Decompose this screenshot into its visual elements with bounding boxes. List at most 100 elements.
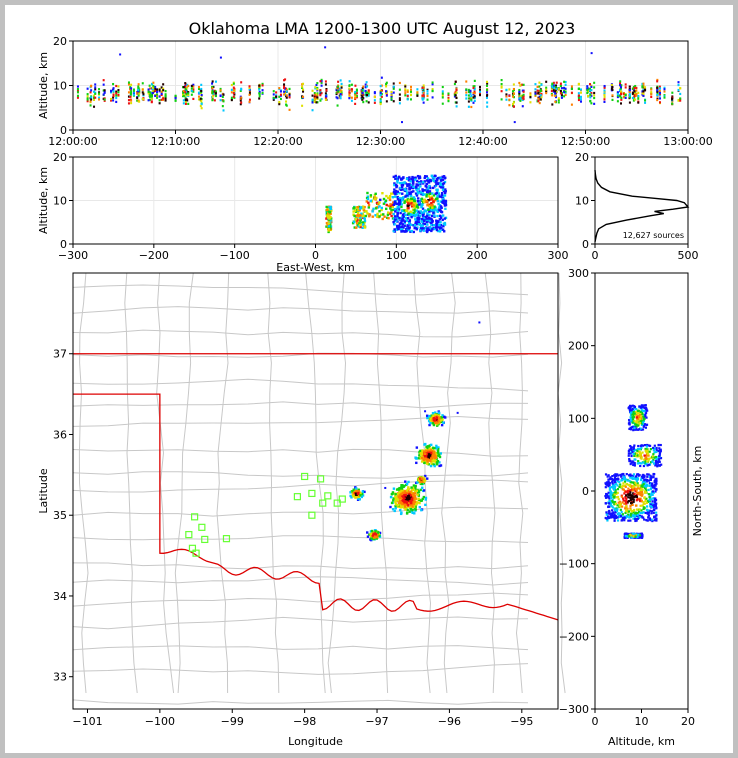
source-mark <box>211 87 214 90</box>
source-mark <box>538 95 541 98</box>
county-line <box>72 306 529 314</box>
source-mark <box>616 491 619 494</box>
source-mark <box>390 493 394 496</box>
source-mark <box>417 197 420 200</box>
source-mark <box>639 414 642 417</box>
source-mark <box>638 447 641 450</box>
source-mark <box>316 88 319 91</box>
source-mark <box>612 491 615 495</box>
source-mark <box>327 228 331 231</box>
source-mark <box>192 83 195 86</box>
source-mark <box>160 86 163 89</box>
source-mark <box>639 421 642 424</box>
source-mark <box>625 510 628 513</box>
source-mark <box>187 91 190 94</box>
source-mark <box>240 88 243 91</box>
source-mark <box>438 223 441 227</box>
source-mark <box>622 475 625 478</box>
source-mark <box>590 94 593 98</box>
source-mark <box>408 183 411 186</box>
source-mark <box>534 83 537 86</box>
source-mark <box>373 193 377 197</box>
source-mark <box>633 496 636 499</box>
source-mark <box>350 99 353 102</box>
source-mark <box>534 91 537 94</box>
source-mark <box>380 89 383 92</box>
source-mark <box>284 78 287 81</box>
source-mark <box>437 414 441 417</box>
y-tick-label: −100 <box>559 558 589 571</box>
source-mark <box>629 452 632 455</box>
county-line <box>72 471 529 479</box>
source-mark <box>472 85 475 88</box>
source-mark <box>422 86 425 89</box>
source-mark <box>447 96 450 99</box>
source-mark <box>534 92 537 95</box>
source-mark <box>560 94 563 97</box>
source-mark <box>112 82 115 86</box>
source-mark <box>434 411 437 414</box>
source-mark <box>652 484 656 487</box>
source-mark <box>151 90 154 93</box>
source-mark <box>636 484 639 487</box>
source-mark <box>422 101 425 104</box>
county-line <box>72 506 529 517</box>
source-mark <box>638 514 642 517</box>
source-mark <box>400 511 403 514</box>
source-mark <box>640 494 644 497</box>
source-mark <box>643 454 646 457</box>
source-mark <box>626 479 629 482</box>
source-mark <box>426 416 429 420</box>
source-mark <box>422 222 425 225</box>
source-mark <box>426 227 429 231</box>
source-mark <box>635 413 638 416</box>
source-mark <box>320 84 323 87</box>
source-mark <box>619 87 622 90</box>
source-mark <box>636 513 640 517</box>
source-mark <box>447 93 450 96</box>
source-mark <box>90 98 93 101</box>
source-mark <box>409 183 413 187</box>
source-mark <box>354 93 357 96</box>
source-mark <box>639 415 643 418</box>
source-mark <box>395 228 399 231</box>
source-mark <box>641 412 644 416</box>
source-mark <box>564 87 567 90</box>
source-mark <box>397 208 401 211</box>
source-mark <box>435 424 439 427</box>
source-mark <box>415 223 418 226</box>
source-mark <box>539 89 542 92</box>
source-mark <box>551 103 554 106</box>
source-mark <box>660 463 663 466</box>
source-mark <box>302 95 305 98</box>
source-mark <box>630 501 633 505</box>
source-mark <box>426 98 429 101</box>
source-mark <box>620 96 623 99</box>
source-mark <box>656 89 659 92</box>
source-mark <box>283 86 286 90</box>
source-mark <box>659 87 662 90</box>
source-mark <box>627 496 630 499</box>
source-mark <box>316 97 319 101</box>
source-mark <box>645 456 648 459</box>
source-mark <box>353 214 356 218</box>
source-mark <box>610 496 613 499</box>
source-mark <box>625 494 628 497</box>
source-mark <box>432 209 436 212</box>
source-mark <box>640 407 643 410</box>
source-mark <box>622 472 625 476</box>
source-mark <box>404 88 407 91</box>
source-mark <box>658 453 661 456</box>
station-marker <box>333 499 341 507</box>
source-mark <box>370 529 374 533</box>
source-mark <box>339 94 342 97</box>
source-mark <box>614 478 617 481</box>
source-mark <box>211 92 214 95</box>
source-mark <box>396 206 399 209</box>
source-mark <box>339 97 342 100</box>
source-mark <box>677 99 680 102</box>
source-mark <box>427 463 430 466</box>
source-mark <box>611 498 614 501</box>
source-mark <box>563 95 566 98</box>
source-mark <box>453 82 456 86</box>
